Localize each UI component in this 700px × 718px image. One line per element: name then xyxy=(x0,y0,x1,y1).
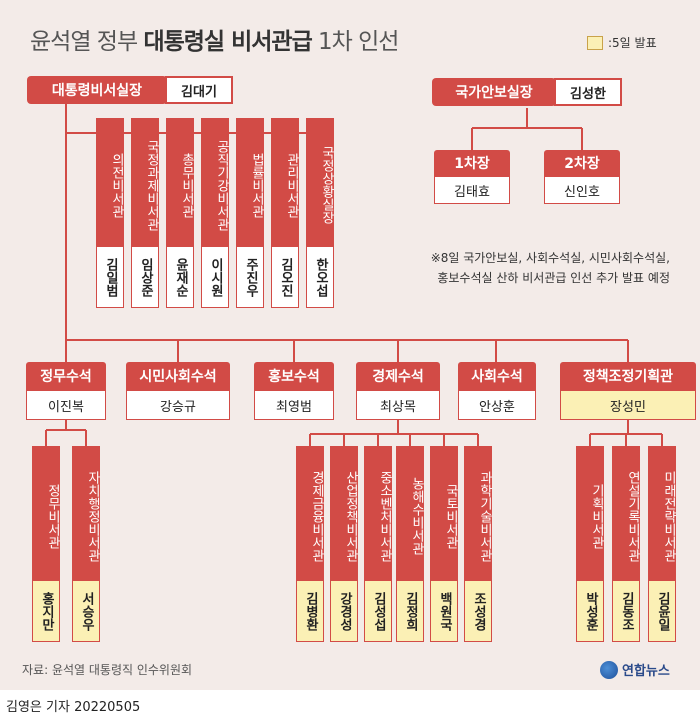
secretary-title: 기획비서관 xyxy=(576,446,604,580)
secretary-name: 박성훈 xyxy=(576,580,604,642)
senior-name: 최상목 xyxy=(356,390,440,420)
secretary-name: 주진우 xyxy=(236,246,264,308)
deputy-title: 2차장 xyxy=(544,150,620,176)
senior-name: 최영범 xyxy=(254,390,334,420)
secretary-name: 김성섭 xyxy=(364,580,392,642)
secretary-title: 미래전략비서관 xyxy=(648,446,676,580)
secretary-title: 정무비서관 xyxy=(32,446,60,580)
author-credit: 김영은 기자 20220505 xyxy=(6,700,141,715)
senior-name: 안상훈 xyxy=(458,390,536,420)
announcement-note: ※8일 국가안보실, 사회수석실, 시민사회수석실, 홍보수석실 산하 비서관급… xyxy=(380,248,670,288)
deputy-title: 1차장 xyxy=(434,150,510,176)
secretary-name: 김동조 xyxy=(612,580,640,642)
senior-name: 이진복 xyxy=(26,390,106,420)
secretary-name: 김정희 xyxy=(396,580,424,642)
legend-swatch xyxy=(587,36,603,50)
secretary-name: 김윤일 xyxy=(648,580,676,642)
secretary-title: 의전비서관 xyxy=(96,118,124,246)
secretary-title: 관리비서관 xyxy=(271,118,299,246)
secretary-name: 홍지만 xyxy=(32,580,60,642)
secretary-title: 법률비서관 xyxy=(236,118,264,246)
source-text: 자료: 윤석열 대통령직 인수위원회 xyxy=(22,663,193,677)
secretary-name: 김일범 xyxy=(96,246,124,308)
secretary-name: 백원국 xyxy=(430,580,458,642)
senior-name: 장성민 xyxy=(560,390,696,420)
senior-title: 경제수석 xyxy=(356,362,440,390)
secretary-name: 윤재순 xyxy=(166,246,194,308)
secretary-name: 김오진 xyxy=(271,246,299,308)
senior-title: 시민사회수석 xyxy=(126,362,230,390)
secretary-name: 임상준 xyxy=(131,246,159,308)
secretary-title: 자치행정비서관 xyxy=(72,446,100,580)
secretary-title: 산업정책비서관 xyxy=(330,446,358,580)
senior-title: 정책조정기획관 xyxy=(560,362,696,390)
secretary-title: 경제금융비서관 xyxy=(296,446,324,580)
secretary-title: 연설기록비서관 xyxy=(612,446,640,580)
security-chief-name: 김성한 xyxy=(554,78,622,106)
secretary-name: 조성경 xyxy=(464,580,492,642)
logo-text: 연합뉴스 xyxy=(622,664,670,679)
secretary-title: 과학기술비서관 xyxy=(464,446,492,580)
secretary-title: 국정상황실장 xyxy=(306,118,334,246)
secretary-name: 이시원 xyxy=(201,246,229,308)
secretary-name: 서승우 xyxy=(72,580,100,642)
senior-title: 홍보수석 xyxy=(254,362,334,390)
chief-of-staff-title: 대통령비서실장 xyxy=(27,76,167,104)
globe-icon xyxy=(600,660,618,679)
secretary-title: 국토비서관 xyxy=(430,446,458,580)
security-chief-title: 국가안보실장 xyxy=(432,78,556,106)
note-line: 홍보수석실 산하 비서관급 인선 추가 발표 예정 xyxy=(437,271,670,285)
secretary-title: 국정과제비서관 xyxy=(131,118,159,246)
secretary-name: 한오섭 xyxy=(306,246,334,308)
deputy-name: 김태효 xyxy=(434,176,510,204)
secretary-name: 강경성 xyxy=(330,580,358,642)
legend-label: :5일 발표 xyxy=(608,36,657,50)
secretary-title: 총무비서관 xyxy=(166,118,194,246)
note-line: ※8일 국가안보실, 사회수석실, 시민사회수석실, xyxy=(430,251,670,265)
chief-of-staff-name: 김대기 xyxy=(165,76,233,104)
senior-title: 정무수석 xyxy=(26,362,106,390)
secretary-title: 공직기강비서관 xyxy=(201,118,229,246)
secretary-name: 김병환 xyxy=(296,580,324,642)
senior-title: 사회수석 xyxy=(458,362,536,390)
secretary-title: 중소벤처비서관 xyxy=(364,446,392,580)
yonhap-logo: 연합뉴스 xyxy=(600,660,670,679)
deputy-name: 신인호 xyxy=(544,176,620,204)
page-title: 윤석열 정부 대통령실 비서관급 1차 인선 xyxy=(30,29,399,55)
secretary-title: 농해수비서관 xyxy=(396,446,424,580)
senior-name: 강승규 xyxy=(126,390,230,420)
